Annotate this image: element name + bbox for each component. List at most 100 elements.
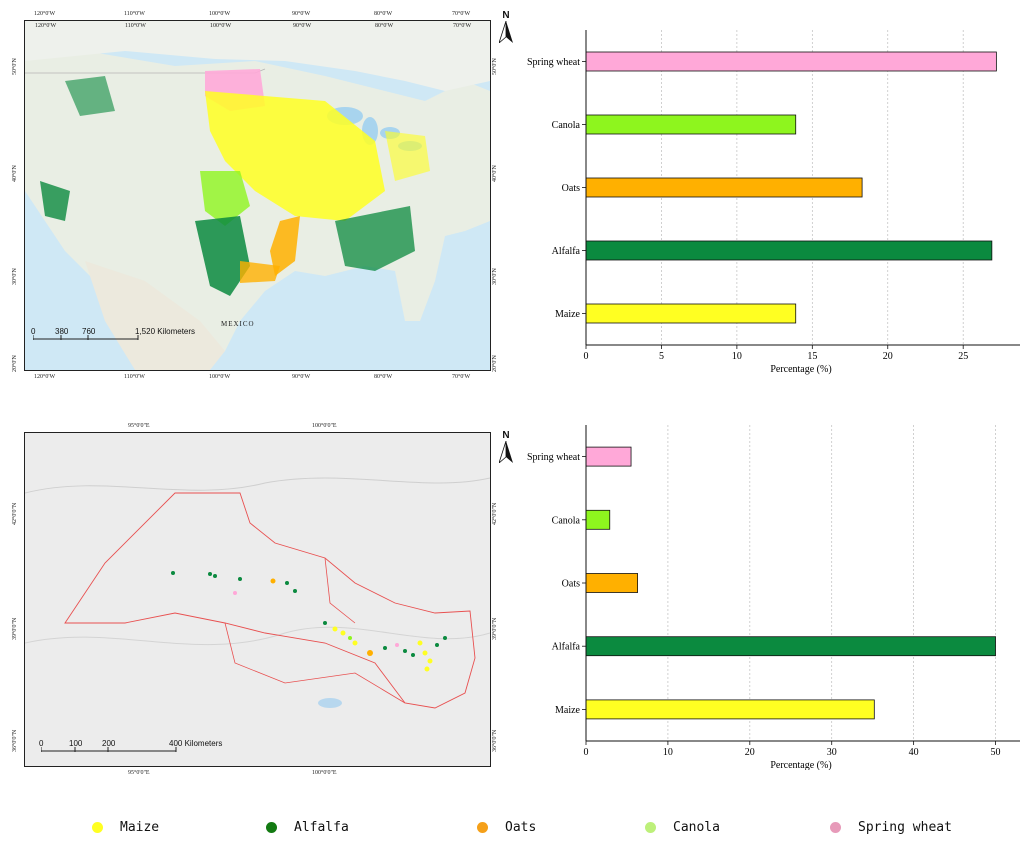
x-tick-label: 50 [991,747,1001,758]
lon-tick-top: 110°0'W [124,11,145,17]
category-label: Alfalfa [552,642,581,653]
legend-label: Spring wheat [858,820,952,835]
bar [585,446,632,467]
x-tick-label: 20 [883,351,893,362]
lat-tick: 20°0'N [12,355,18,372]
scale-label: 0 [31,327,36,336]
alfalfa-region [195,216,250,296]
bar [585,509,611,530]
lon-tick-top: 100°0'W [209,11,231,17]
lon-tick-bottom: 120°0'W [34,374,56,380]
category-label: Alfalfa [552,246,581,257]
lon-tick-bottom: 80°0'W [374,374,393,380]
bar [585,699,875,720]
legend-marker [266,822,277,833]
category-label: Canola [552,120,581,131]
category-label: Maize [555,705,581,716]
x-tick-label: 30 [827,747,837,758]
legend-label: Maize [120,820,160,835]
north-arrow-icon [498,440,513,465]
legend-label: Alfalfa [294,820,349,835]
legend-item-oats: Oats [477,820,536,835]
legend-marker [477,822,488,833]
category-label: Canola [552,515,581,526]
us-map-graphic [25,21,490,370]
lon-tick-bottom: 70°0'W [452,374,471,380]
lon-tick-bottom: 100°0'W [209,374,231,380]
x-tick-label: 20 [745,747,755,758]
lake [318,698,342,708]
lat-tick-right: 40°0'N [492,165,498,182]
legend-item-maize: Maize [92,820,159,835]
lon-tick-bottom: 100°0'0"E [312,770,337,776]
legend-label: Oats [505,820,537,835]
scale-label: 760 [82,327,96,336]
legend-item-alfalfa: Alfalfa [266,820,349,835]
north-label: N [502,10,510,21]
lat-tick: 40°0'N [12,165,18,182]
x-tick-label: 10 [663,747,673,758]
scale-label: 400 Kilometers [169,739,223,748]
category-label: Spring wheat [527,57,580,68]
category-label: Maize [555,309,581,320]
legend-item-spring-wheat: Spring wheat [830,820,952,835]
china-map-graphic [25,477,490,709]
lat-tick: 30°0'N [12,268,18,285]
x-axis-label: Percentage (%) [770,364,831,375]
alfalfa-region-west [40,181,70,221]
x-tick-label: 10 [732,351,742,362]
place-label: MEXICO [221,320,255,328]
oats-region [270,216,300,276]
legend-label: Canola [673,820,720,835]
legend-marker [92,822,103,833]
lon-tick: 80°0'W [375,23,394,29]
lon-tick-bottom: 110°0'W [124,374,145,380]
north-arrow: N [498,430,513,466]
mexico-land [85,261,225,370]
us-map: 120°0'W 110°0'W 100°0'W 90°0'W 80°0'W 70… [24,20,491,371]
china-map: 0 100 200 400 Kilometers [24,432,491,767]
x-tick-label: 25 [958,351,968,362]
category-label: Oats [562,183,580,194]
bar [585,240,993,261]
x-tick-label: 0 [584,351,589,362]
lat-tick: 39°0'0"N [12,617,18,640]
scale-bar [32,333,193,343]
category-label: Oats [562,579,580,590]
bar [585,177,863,198]
lon-tick: 90°0'W [293,23,312,29]
lon-tick-bottom: 95°0'0"E [128,770,150,776]
lat-tick-right: 50°0'N [492,58,498,75]
x-tick-label: 0 [584,747,589,758]
lon-tick: 110°0'W [125,23,146,29]
province-boundary [64,492,476,709]
lat-tick: 50°0'N [12,58,18,75]
scale-label: 1,520 Kilometers [135,327,196,336]
bar-chart-china: Spring wheat Canola Oats Alfalfa Maize 0 10 20 3… [527,425,1020,770]
bar-chart-us: Spring wheat Canola Oats Alfalfa Maize 0 5 10 15… [527,30,1020,375]
lon-tick: 70°0'W [453,23,472,29]
lon-tick-top: 95°0'0"E [128,423,150,429]
lat-tick-right: 30°0'N [492,268,498,285]
legend-marker [830,822,841,833]
lon-tick-top: 90°0'W [292,11,311,17]
lon-tick: 100°0'W [210,23,232,29]
canola-region [200,171,250,226]
maize-region [205,91,385,221]
x-tick-label: 5 [659,351,664,362]
scale-label: 200 [102,739,116,748]
x-tick-label: 40 [909,747,919,758]
lat-tick-right: 20°0'N [492,355,498,372]
canada-land [25,21,490,91]
legend-item-canola: Canola [645,820,720,835]
lon-tick-top: 70°0'W [452,11,471,17]
lon-tick-top: 120°0'W [34,11,56,17]
north-arrow: N [498,10,513,46]
lat-tick-right: 36°0'0"N [492,729,498,752]
crop-points [171,571,447,672]
scale-label: 100 [69,739,83,748]
x-tick-label: 15 [807,351,817,362]
alfalfa-region-east [335,206,415,271]
bar [585,114,797,135]
maize-region-east [385,131,430,181]
